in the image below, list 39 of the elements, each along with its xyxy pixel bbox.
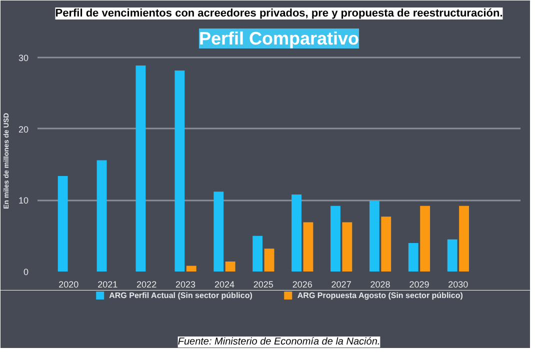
bar	[225, 262, 236, 272]
legend-label: ARG Perfil Actual (Sin sector público)	[109, 290, 252, 300]
bar	[420, 206, 430, 272]
bar	[214, 192, 224, 272]
bar	[408, 242, 418, 272]
chart-subtitle: Perfil Comparativo	[198, 28, 360, 48]
legend-label: ARG Propuesta Agosto (Sin sector público)	[297, 290, 463, 300]
x-tick-label: 2022	[136, 280, 157, 290]
x-tick-label: 2024	[214, 280, 234, 290]
bar	[252, 236, 263, 272]
x-tick-label: 2027	[331, 280, 352, 290]
x-tick-label: 2026	[292, 280, 312, 290]
bar	[186, 266, 196, 272]
y-tick-label: 30	[18, 53, 29, 64]
source-note: Fuente: Ministerio de Economía de la Nación.	[178, 336, 380, 348]
bar	[292, 194, 302, 272]
x-tick-label: 2021	[98, 280, 118, 290]
y-tick-label: 20	[18, 124, 29, 134]
bar	[369, 200, 380, 272]
x-tick-label: 2020	[58, 280, 79, 290]
x-tick-label: 2025	[253, 280, 274, 290]
bar	[96, 160, 107, 272]
y-tick-label: 0	[23, 267, 29, 277]
bar	[381, 216, 392, 272]
bar	[459, 206, 469, 272]
bar	[58, 176, 68, 272]
x-tick-label: 2028	[370, 280, 390, 290]
bar	[303, 222, 314, 272]
x-tick-label: 2029	[409, 280, 430, 290]
y-tick-label: 10	[18, 196, 29, 206]
x-tick-label: 2030	[448, 280, 468, 290]
bar	[447, 239, 458, 272]
bar	[174, 70, 185, 272]
chart-title: Perfil de vencimientos con acreedores privados, pre y propuesta de reestructuración.	[55, 8, 503, 20]
bar	[136, 65, 146, 272]
bar	[330, 206, 340, 272]
bar	[264, 248, 274, 272]
x-tick-label: 2023	[176, 280, 196, 290]
bar	[342, 222, 352, 272]
